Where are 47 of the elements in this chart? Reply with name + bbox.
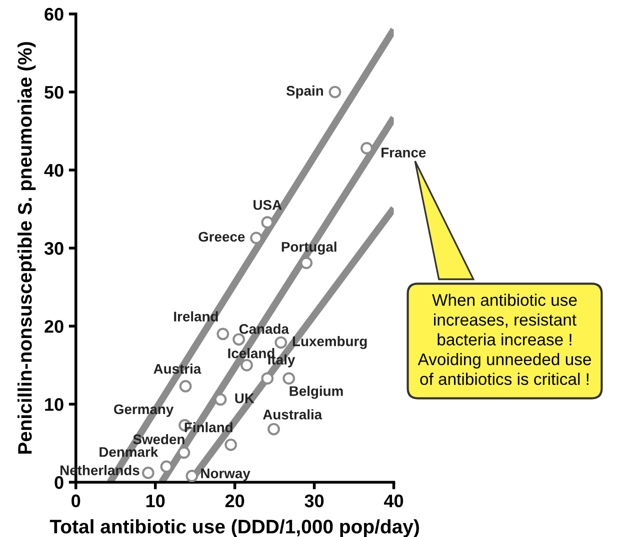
point [250, 232, 262, 244]
annotation: Greece [198, 232, 245, 242]
x-axis-title: Total antibiotic use (DDD/1,000 pop/day) [50, 519, 419, 537]
y-tick-label: 40 [44, 164, 64, 177]
x-tick-label: 30 [304, 494, 324, 508]
point [268, 422, 280, 436]
x-tick-label: 10 [146, 494, 165, 508]
annotation: France [382, 148, 426, 158]
point [232, 333, 245, 346]
point [240, 358, 253, 372]
annotation: Belgium [290, 386, 343, 399]
annotation: USA [254, 200, 282, 210]
point [178, 446, 190, 459]
point [360, 142, 373, 154]
point [224, 438, 238, 451]
annotation: Australia [262, 409, 322, 420]
point [282, 372, 296, 385]
point [186, 470, 198, 482]
point [261, 372, 274, 385]
annotation: Germany [114, 404, 174, 417]
y-tick-label: 50 [44, 86, 64, 99]
y-tick-label: 60 [44, 8, 64, 21]
point [328, 86, 342, 98]
x-tick-label: 20 [225, 494, 244, 508]
y-tick-label: 10 [45, 398, 64, 411]
y-tick-label: 20 [44, 320, 64, 333]
point [179, 380, 192, 392]
annotation: Denmark [100, 446, 158, 457]
point [142, 466, 154, 480]
y-axis-title: Penicillin-nonsusceptible S. pneumoniae (%) [18, 42, 36, 454]
annotation: Luxemburg [292, 336, 367, 350]
x-tick-label: 40 [384, 494, 404, 508]
annotation: Canada [239, 324, 290, 334]
annotation: Ireland [174, 311, 218, 322]
y-tick-label: 0 [54, 476, 64, 489]
annotation: Portugal [282, 242, 336, 255]
annotation: Austria [154, 364, 202, 374]
y-tick-label: 30 [44, 242, 64, 255]
point [274, 336, 288, 349]
annotation: Spain [286, 86, 323, 98]
point [216, 328, 230, 340]
x-tick-label: 0 [72, 494, 80, 508]
annotation: Finland [184, 422, 232, 432]
annotation: Norway [201, 468, 250, 482]
text: When antibiotic use increases, resistant bacteria increase ! Avoiding unneeded use of antibiotics is critical ! [418, 294, 591, 385]
annotation: Sweden [133, 434, 184, 444]
annotation: UK [235, 394, 254, 404]
